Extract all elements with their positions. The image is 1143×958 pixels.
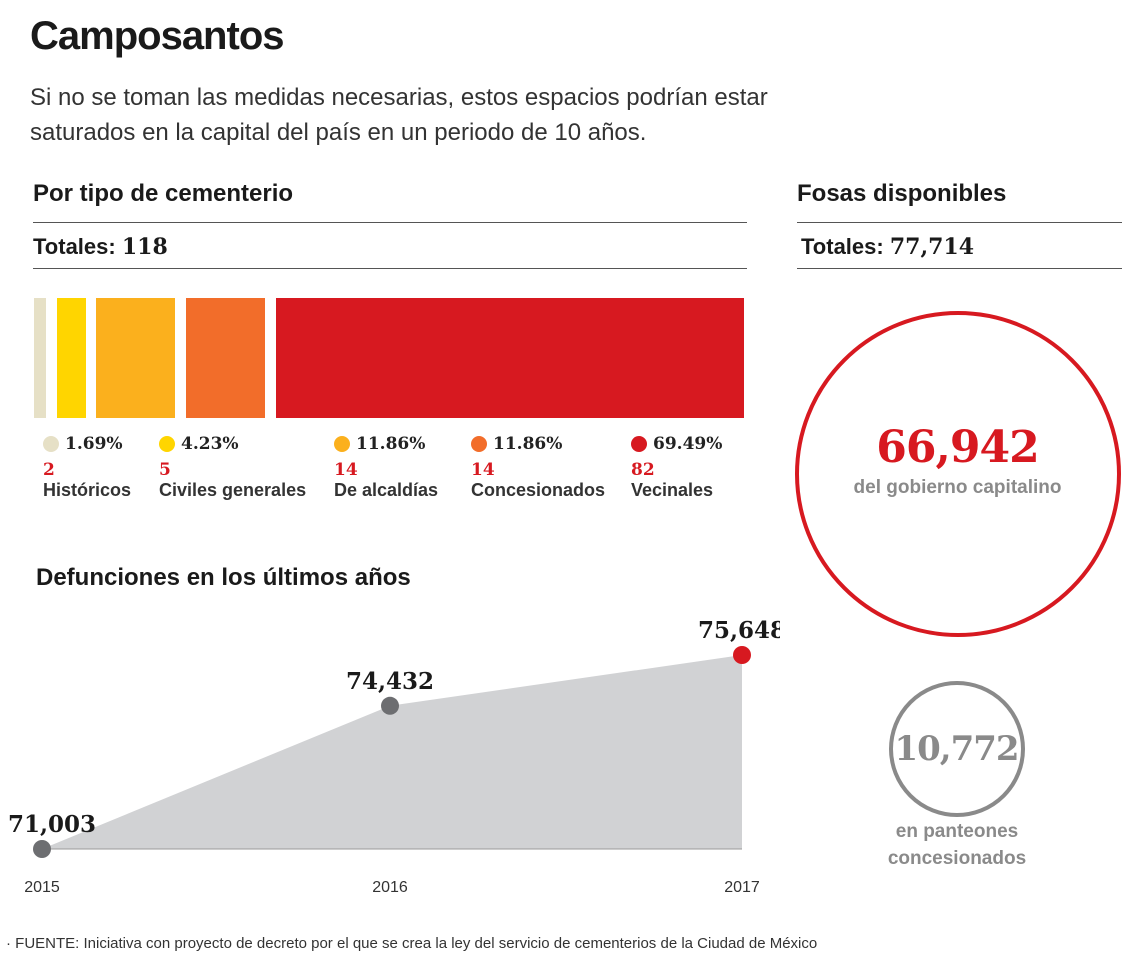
legend-name: De alcaldías [334,480,439,500]
fosas-concesionados-value: 10,772 [894,729,1019,769]
legend-alcaldias: 11.86% 14 De alcaldías [334,434,509,501]
page-subtitle: Si no se toman las medidas necesarias, e… [30,84,768,146]
legend-pct: 1.69% [65,434,123,454]
defunciones-chart: 71,003 2015 74,432 2016 75,648 2017 [8,617,780,896]
fosas-totals: Totales: 77,714 [801,234,974,260]
tipo-totals-value: 118 [121,234,168,260]
legend-dot [334,436,350,452]
legend-dot [43,436,59,452]
x-tick-2016: 2016 [372,879,408,896]
circle-gobierno [795,311,1121,637]
legend-pct: 69.49% [653,434,723,454]
legend-pct: 11.86% [356,434,426,454]
area-fill [42,655,742,849]
source-note: · FUENTE: Iniciativa con proyecto de dec… [6,935,818,952]
x-tick-2017: 2017 [724,879,760,896]
tipo-totals-label: Totales: [33,234,116,259]
tipo-heading: Por tipo de cementerio [33,180,294,207]
legend-count: 14 [471,460,495,480]
fosas-gobierno-label: del gobierno capitalino [853,477,1062,498]
legend-vecinales: 69.49% 82 Vecinales [631,434,806,501]
bar-segment-vecinales [276,298,744,418]
legend-name: Civiles generales [159,480,307,500]
fosas-heading: Fosas disponibles [797,180,1007,207]
fosas-rule-bottom [797,268,1122,269]
legend-concesionados: 11.86% 14 Concesionados [471,434,646,501]
fosas-concesionados-label: en panteones concesionados [887,821,1027,869]
chart-marks: 71,003 2015 74,432 2016 75,648 2017 [8,617,780,896]
legend-name: Históricos [43,480,132,500]
x-tick-2015: 2015 [24,879,60,896]
legend-count: 14 [334,460,358,480]
fosas-rule-top [797,222,1122,223]
data-point-2015 [33,840,51,858]
fosas-totals-value: 77,714 [889,234,975,260]
legend-pct: 4.23% [181,434,239,454]
defunciones-heading: Defunciones en los últimos años [36,564,411,591]
legend-count: 5 [159,460,171,480]
legend-dot [471,436,487,452]
tipo-rule-top [33,222,747,223]
legend-civiles: 4.23% 5 Civiles generales [159,434,334,501]
legend-dot [631,436,647,452]
fosas-totals-label: Totales: [801,234,884,259]
legend-pct: 11.86% [493,434,563,454]
bar-segment-concesionados [186,298,265,418]
tipo-totals: Totales: 118 [33,234,168,260]
legend-dot [159,436,175,452]
legend-count: 82 [631,460,655,480]
legend-name: Vecinales [631,480,714,500]
data-label-2016: 74,432 [346,668,434,695]
data-label-2015: 71,003 [8,811,96,838]
circle-concesionados [889,681,1025,817]
legend-name: Concesionados [471,480,606,500]
legend-count: 2 [43,460,55,480]
page-title: Camposantos [30,14,284,58]
bar-segment-historicos [34,298,46,418]
data-point-2017 [733,646,751,664]
data-point-2016 [381,696,399,715]
tipo-rule-bottom [33,268,747,269]
fosas-gobierno-value: 66,942 [876,422,1039,473]
legend-historicos: 1.69% 2 Históricos [43,434,218,501]
bar-segment-alcaldias [96,298,175,418]
bar-segment-civiles [57,298,86,418]
fosas-circles [795,311,1121,817]
data-label-2017: 75,648 [698,617,780,644]
